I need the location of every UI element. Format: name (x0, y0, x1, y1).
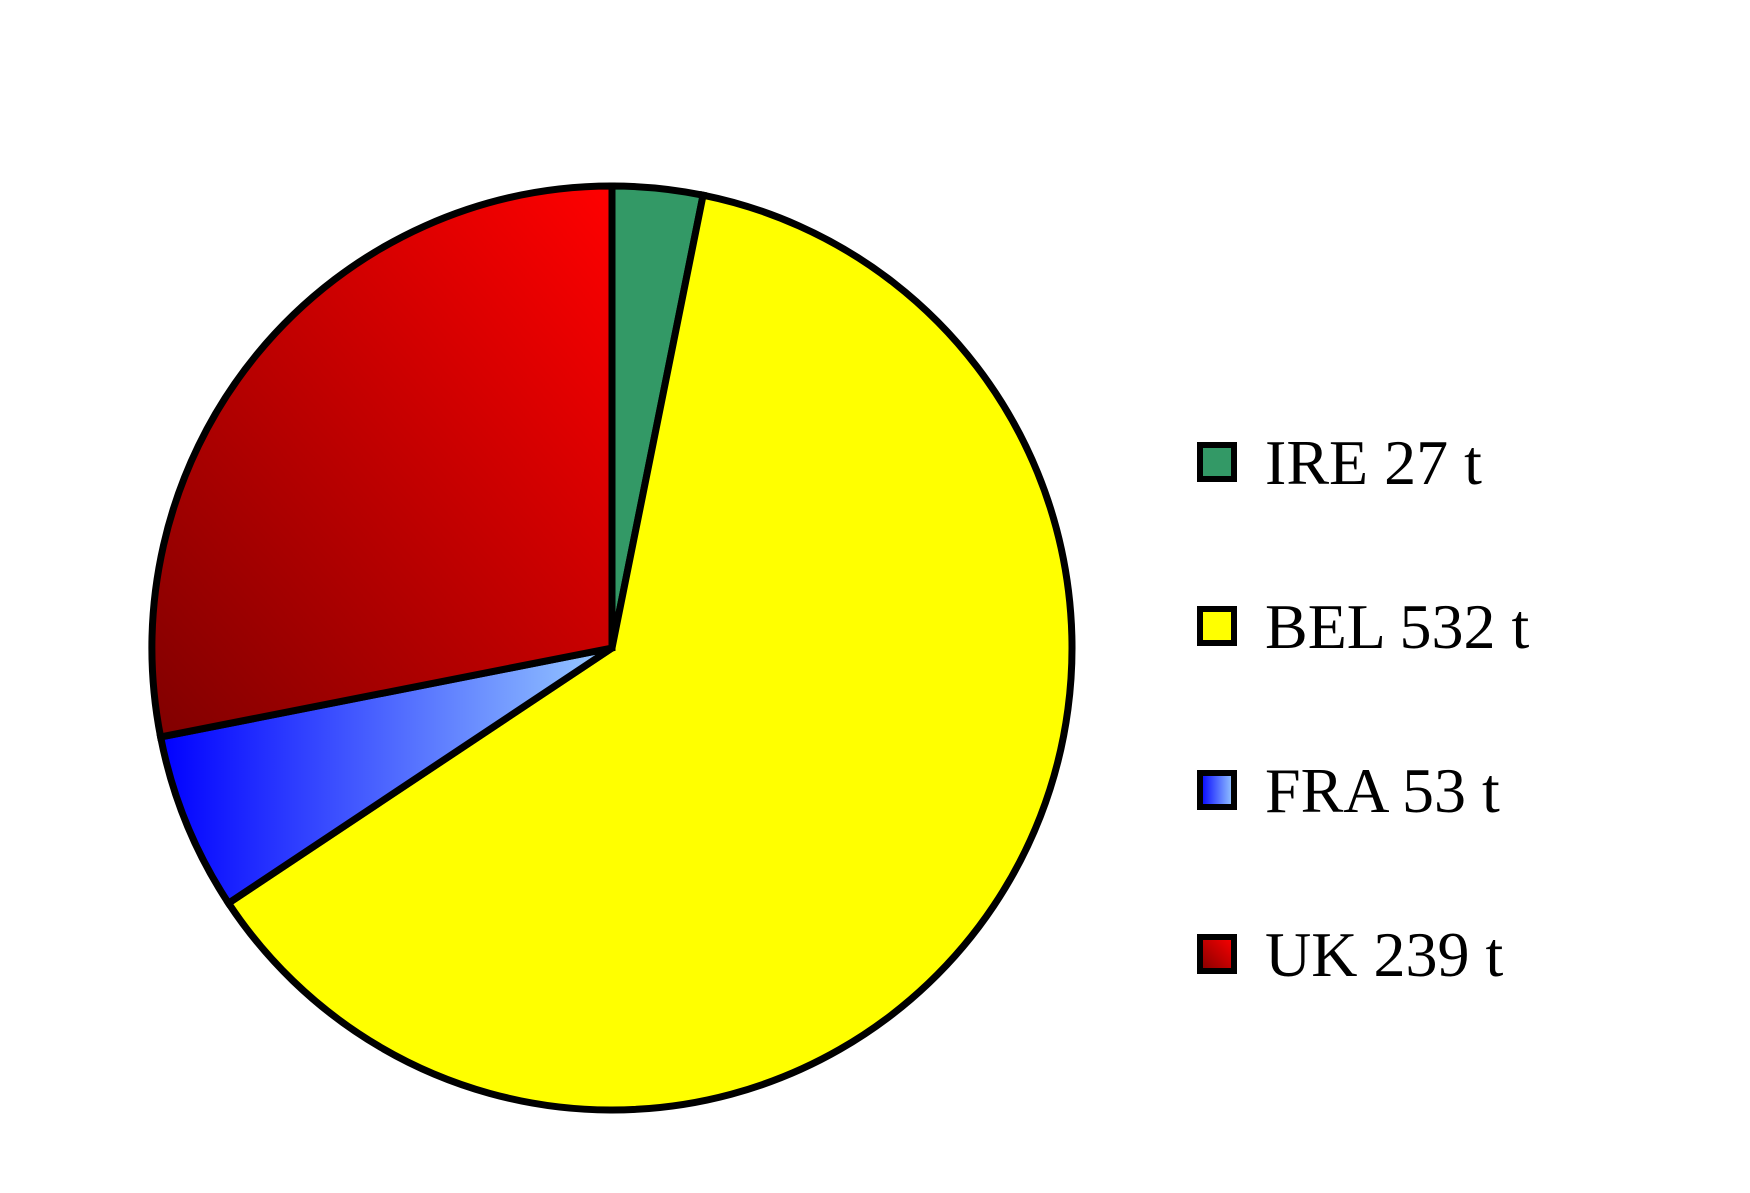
pie-slices (148, 182, 1076, 1114)
legend-swatch-bel (1197, 606, 1237, 646)
pie-slice-uk (148, 182, 616, 742)
legend: IRE 27 t BEL 532 t FRA 53 t UK 239 t (1197, 427, 1530, 990)
legend-swatch-ire (1197, 442, 1237, 482)
legend-label-fra: FRA 53 t (1265, 755, 1500, 826)
legend-item-ire: IRE 27 t (1197, 427, 1482, 498)
legend-item-uk: UK 239 t (1197, 919, 1503, 990)
legend-swatch-fra (1197, 770, 1237, 810)
legend-label-ire: IRE 27 t (1265, 427, 1482, 498)
legend-item-fra: FRA 53 t (1197, 755, 1500, 826)
legend-label-bel: BEL 532 t (1265, 591, 1530, 662)
legend-swatch-uk (1197, 934, 1237, 974)
legend-label-uk: UK 239 t (1265, 919, 1503, 990)
pie-slice-bel (223, 191, 1076, 1114)
legend-item-bel: BEL 532 t (1197, 591, 1530, 662)
pie-slice-fra (156, 644, 614, 909)
